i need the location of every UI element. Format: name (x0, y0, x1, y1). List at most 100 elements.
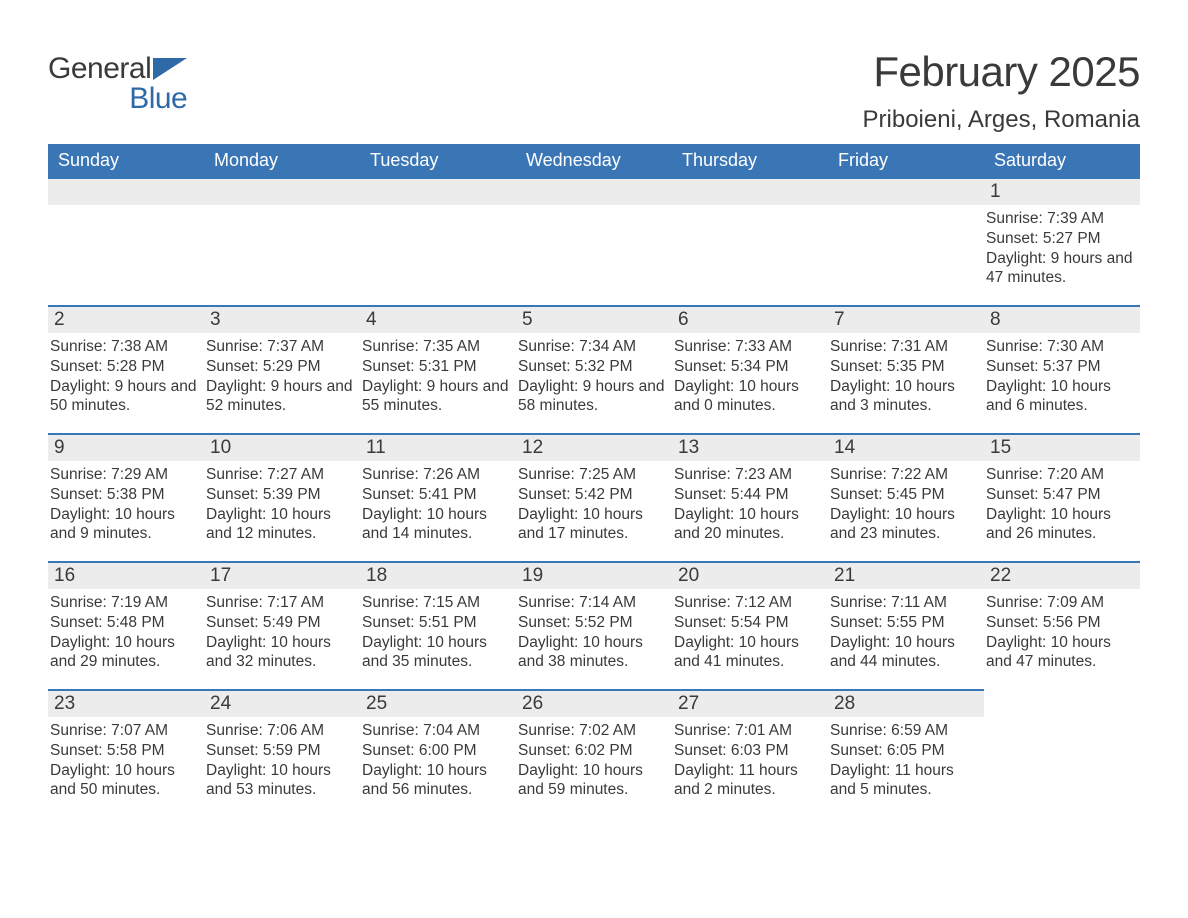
sunrise-line: Sunrise: 7:30 AM (986, 337, 1134, 357)
sunrise-line: Sunrise: 7:19 AM (50, 593, 198, 613)
weekday-header: Sunday (48, 144, 204, 177)
day-details: Sunrise: 7:06 AMSunset: 5:59 PMDaylight:… (204, 721, 360, 808)
daylight-line: Daylight: 10 hours and 14 minutes. (362, 505, 510, 545)
day-cell (516, 177, 672, 305)
week-row: 9Sunrise: 7:29 AMSunset: 5:38 PMDaylight… (48, 433, 1140, 561)
day-cell (672, 177, 828, 305)
day-details: Sunrise: 7:02 AMSunset: 6:02 PMDaylight:… (516, 721, 672, 808)
sunset-line: Sunset: 5:48 PM (50, 613, 198, 633)
day-number: 18 (360, 561, 516, 589)
empty-day-head (828, 177, 984, 205)
day-number: 12 (516, 433, 672, 461)
calendar-table: Sunday Monday Tuesday Wednesday Thursday… (48, 144, 1140, 817)
weekday-row: Sunday Monday Tuesday Wednesday Thursday… (48, 144, 1140, 177)
sunrise-line: Sunrise: 7:15 AM (362, 593, 510, 613)
sunrise-line: Sunrise: 7:23 AM (674, 465, 822, 485)
sunrise-line: Sunrise: 7:12 AM (674, 593, 822, 613)
daylight-line: Daylight: 10 hours and 26 minutes. (986, 505, 1134, 545)
sunrise-line: Sunrise: 7:06 AM (206, 721, 354, 741)
day-number: 10 (204, 433, 360, 461)
day-number: 28 (828, 689, 984, 717)
daylight-line: Daylight: 9 hours and 47 minutes. (986, 249, 1134, 289)
day-details: Sunrise: 7:14 AMSunset: 5:52 PMDaylight:… (516, 593, 672, 680)
day-details: Sunrise: 7:20 AMSunset: 5:47 PMDaylight:… (984, 465, 1140, 552)
day-details: Sunrise: 7:12 AMSunset: 5:54 PMDaylight:… (672, 593, 828, 680)
daylight-line: Daylight: 10 hours and 41 minutes. (674, 633, 822, 673)
day-cell: 22Sunrise: 7:09 AMSunset: 5:56 PMDayligh… (984, 561, 1140, 689)
day-details: Sunrise: 7:30 AMSunset: 5:37 PMDaylight:… (984, 337, 1140, 424)
weekday-header: Monday (204, 144, 360, 177)
day-cell: 24 Sunrise: 7:06 AMSunset: 5:59 PMDayligh… (204, 689, 360, 817)
day-cell: 16Sunrise: 7:19 AMSunset: 5:48 PMDayligh… (48, 561, 204, 689)
day-number: 24 (204, 689, 360, 717)
weekday-header: Thursday (672, 144, 828, 177)
day-details: Sunrise: 7:19 AMSunset: 5:48 PMDaylight:… (48, 593, 204, 680)
daylight-line: Daylight: 10 hours and 47 minutes. (986, 633, 1134, 673)
day-cell: 2Sunrise: 7:38 AMSunset: 5:28 PMDaylight… (48, 305, 204, 433)
week-row: 1Sunrise: 7:39 AMSunset: 5:27 PMDaylight… (48, 177, 1140, 305)
weekday-header: Saturday (984, 144, 1140, 177)
day-number: 20 (672, 561, 828, 589)
sunset-line: Sunset: 5:41 PM (362, 485, 510, 505)
day-details: Sunrise: 7:22 AMSunset: 5:45 PMDaylight:… (828, 465, 984, 552)
day-details: Sunrise: 7:27 AMSunset: 5:39 PMDaylight:… (204, 465, 360, 552)
day-cell: 9Sunrise: 7:29 AMSunset: 5:38 PMDaylight… (48, 433, 204, 561)
sunrise-line: Sunrise: 7:17 AM (206, 593, 354, 613)
day-details: Sunrise: 7:37 AMSunset: 5:29 PMDaylight:… (204, 337, 360, 424)
day-details: Sunrise: 7:07 AMSunset: 5:58 PMDaylight:… (48, 721, 204, 808)
day-number: 19 (516, 561, 672, 589)
daylight-line: Daylight: 10 hours and 35 minutes. (362, 633, 510, 673)
sunrise-line: Sunrise: 6:59 AM (830, 721, 978, 741)
sunset-line: Sunset: 6:05 PM (830, 741, 978, 761)
sunrise-line: Sunrise: 7:01 AM (674, 721, 822, 741)
day-number: 14 (828, 433, 984, 461)
sunrise-line: Sunrise: 7:02 AM (518, 721, 666, 741)
month-title: February 2025 (863, 48, 1140, 96)
sunrise-line: Sunrise: 7:38 AM (50, 337, 198, 357)
day-number: 23 (48, 689, 204, 717)
week-row: 2Sunrise: 7:38 AMSunset: 5:28 PMDaylight… (48, 305, 1140, 433)
day-number: 8 (984, 305, 1140, 333)
day-cell: 28 Sunrise: 6:59 AMSunset: 6:05 PMDayligh… (828, 689, 984, 817)
day-cell: 4Sunrise: 7:35 AMSunset: 5:31 PMDaylight… (360, 305, 516, 433)
sunset-line: Sunset: 5:47 PM (986, 485, 1134, 505)
sunset-line: Sunset: 5:37 PM (986, 357, 1134, 377)
sunset-line: Sunset: 5:55 PM (830, 613, 978, 633)
sunrise-line: Sunrise: 7:09 AM (986, 593, 1134, 613)
day-cell (828, 177, 984, 305)
daylight-line: Daylight: 10 hours and 38 minutes. (518, 633, 666, 673)
sunrise-line: Sunrise: 7:39 AM (986, 209, 1134, 229)
sunrise-line: Sunrise: 7:26 AM (362, 465, 510, 485)
day-cell (204, 177, 360, 305)
daylight-line: Daylight: 11 hours and 2 minutes. (674, 761, 822, 801)
day-cell: 21Sunrise: 7:11 AMSunset: 5:55 PMDayligh… (828, 561, 984, 689)
daylight-line: Daylight: 10 hours and 3 minutes. (830, 377, 978, 417)
sunrise-line: Sunrise: 7:29 AM (50, 465, 198, 485)
day-cell: 12Sunrise: 7:25 AMSunset: 5:42 PMDayligh… (516, 433, 672, 561)
day-number: 11 (360, 433, 516, 461)
day-number: 9 (48, 433, 204, 461)
day-cell: 6Sunrise: 7:33 AMSunset: 5:34 PMDaylight… (672, 305, 828, 433)
sunrise-line: Sunrise: 7:07 AM (50, 721, 198, 741)
empty-day-head (360, 177, 516, 205)
week-row: 16Sunrise: 7:19 AMSunset: 5:48 PMDayligh… (48, 561, 1140, 689)
day-cell: 19 Sunrise: 7:14 AMSunset: 5:52 PMDayligh… (516, 561, 672, 689)
day-details: Sunrise: 7:31 AMSunset: 5:35 PMDaylight:… (828, 337, 984, 424)
sunrise-line: Sunrise: 7:04 AM (362, 721, 510, 741)
day-details: Sunrise: 6:59 AMSunset: 6:05 PMDaylight:… (828, 721, 984, 808)
sunrise-line: Sunrise: 7:31 AM (830, 337, 978, 357)
day-details: Sunrise: 7:38 AMSunset: 5:28 PMDaylight:… (48, 337, 204, 424)
day-cell: 18Sunrise: 7:15 AMSunset: 5:51 PMDayligh… (360, 561, 516, 689)
sunset-line: Sunset: 5:29 PM (206, 357, 354, 377)
daylight-line: Daylight: 11 hours and 5 minutes. (830, 761, 978, 801)
day-cell: 27Sunrise: 7:01 AMSunset: 6:03 PMDayligh… (672, 689, 828, 817)
day-details: Sunrise: 7:17 AMSunset: 5:49 PMDaylight:… (204, 593, 360, 680)
sunset-line: Sunset: 5:27 PM (986, 229, 1134, 249)
day-number: 25 (360, 689, 516, 717)
empty-day-head (48, 177, 204, 205)
sunrise-line: Sunrise: 7:33 AM (674, 337, 822, 357)
day-cell: 8 Sunrise: 7:30 AMSunset: 5:37 PMDaylight… (984, 305, 1140, 433)
day-cell (360, 177, 516, 305)
day-cell: 10 Sunrise: 7:27 AMSunset: 5:39 PMDayligh… (204, 433, 360, 561)
daylight-line: Daylight: 9 hours and 58 minutes. (518, 377, 666, 417)
